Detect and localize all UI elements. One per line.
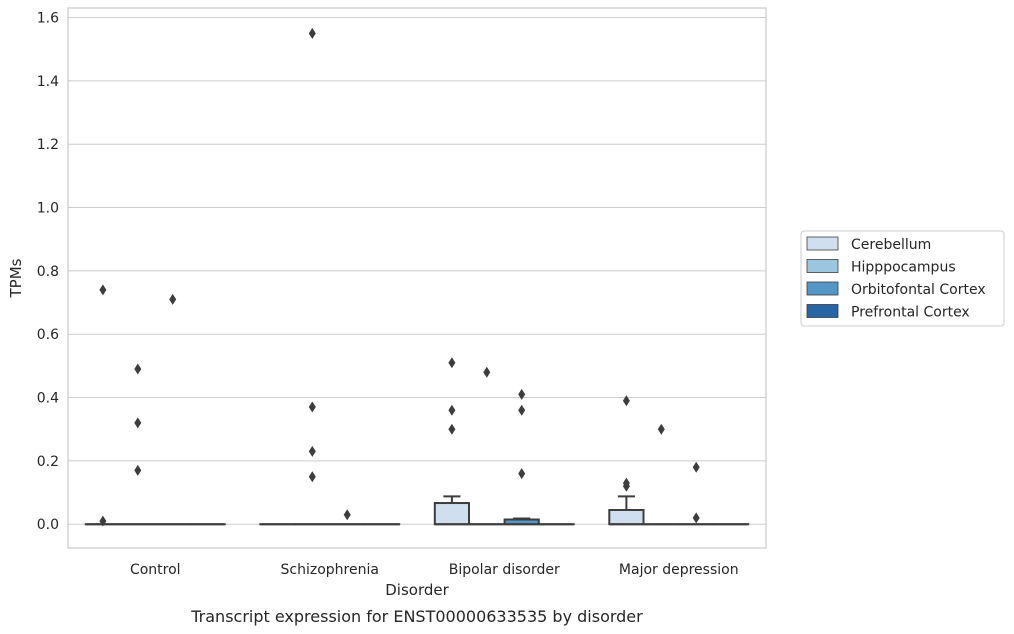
box <box>503 517 540 526</box>
legend: Cerebellum Hipppocampus Orbitofontal Corte… <box>800 230 1005 327</box>
outlier-point <box>308 27 316 39</box>
legend-swatch <box>806 281 839 296</box>
outlier-point <box>308 445 316 457</box>
y-tick-label: 0.4 <box>37 391 59 407</box>
outlier-point <box>483 366 491 378</box>
legend-frame <box>800 230 1005 327</box>
outlier-point <box>169 293 177 305</box>
y-tick-label: 1.4 <box>37 74 59 90</box>
x-tick-label: Control <box>130 562 181 578</box>
outlier-point <box>134 464 142 476</box>
outlier-point <box>448 357 456 369</box>
outlier-point <box>518 404 526 416</box>
outlier-point <box>343 509 351 521</box>
outlier-points <box>99 27 700 527</box>
box-body <box>608 508 645 526</box>
legend-swatch <box>806 236 839 251</box>
y-tick-label: 0.0 <box>37 517 59 533</box>
outlier-point <box>99 515 107 527</box>
box <box>433 495 471 526</box>
x-tick-label: Major depression <box>619 562 739 578</box>
box <box>608 495 645 526</box>
outlier-point <box>692 461 700 473</box>
x-tick-labels: Control Schizophrenia Bipolar disorder Majo… <box>130 562 739 578</box>
legend-label: Cerebellum <box>851 237 931 253</box>
y-tick-label: 0.8 <box>37 264 59 280</box>
outlier-point <box>448 404 456 416</box>
legend-label: Prefrontal Cortex <box>851 305 970 321</box>
outlier-point <box>622 395 630 407</box>
outlier-point <box>134 417 142 429</box>
outlier-point <box>657 423 665 435</box>
outlier-point <box>692 512 700 524</box>
plot-frame <box>67 7 767 549</box>
x-tick-label: Bipolar disorder <box>449 562 560 578</box>
x-tick-label: Schizophrenia <box>281 562 379 578</box>
legend-swatch <box>806 304 839 318</box>
outlier-point <box>518 388 526 400</box>
outlier-point <box>308 401 316 413</box>
x-axis-label: Disorder <box>385 581 449 599</box>
outlier-point <box>308 471 316 483</box>
legend-swatch <box>806 259 839 273</box>
outlier-point <box>518 468 526 480</box>
y-tick-label: 1.6 <box>37 11 59 27</box>
outlier-point <box>134 363 142 375</box>
y-tick-label: 1.2 <box>37 137 59 153</box>
y-tick-label: 0.6 <box>37 327 59 343</box>
y-tick-label: 1.0 <box>37 201 59 217</box>
outlier-point <box>99 284 107 296</box>
y-tick-label: 0.2 <box>37 454 59 470</box>
legend-label: Hipppocampus <box>851 260 956 276</box>
outlier-point <box>622 480 630 492</box>
y-tick-labels: 0.0 0.2 0.4 0.6 0.8 1.0 1.2 1.4 1.6 <box>37 11 59 534</box>
y-axis-label: TPMs <box>7 258 25 298</box>
grid-lines <box>68 17 766 525</box>
outlier-point <box>448 423 456 435</box>
legend-label: Orbitofontal Cortex <box>851 282 986 298</box>
box-body <box>433 502 471 526</box>
plot-background <box>68 8 766 548</box>
chart-caption: Transcript expression for ENST0000063353… <box>190 607 643 626</box>
